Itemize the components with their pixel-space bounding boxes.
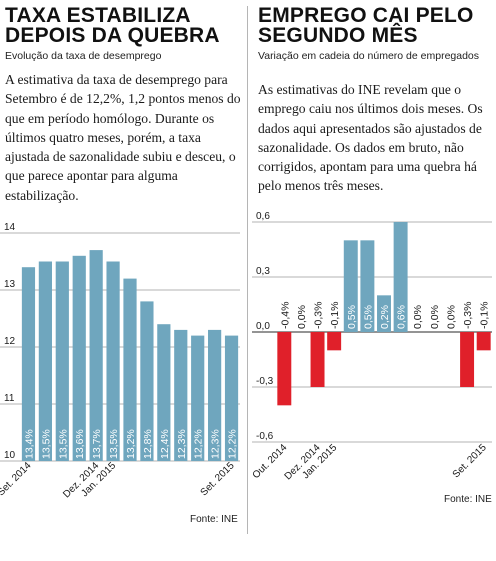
bar-value-label: 0,6% (396, 305, 408, 329)
bar-negative (476, 332, 491, 351)
bar-value-label: 13,7% (91, 429, 103, 459)
bar (123, 278, 137, 461)
bar (89, 250, 103, 461)
bar-positive (360, 240, 375, 332)
bar (157, 324, 171, 461)
bar (72, 255, 86, 461)
bar-value-label: 0,5% (346, 305, 358, 329)
y-tick-label: 12 (4, 336, 16, 347)
bar-value-label: 13,4% (23, 429, 35, 459)
y-tick-label: 14 (4, 222, 16, 233)
bar-value-label: 12,3% (176, 429, 188, 459)
bar-value-label: 12,3% (210, 429, 222, 459)
unemployment-subtitle: Evolução da taxa de desemprego (5, 50, 162, 62)
bar-positive (393, 222, 408, 332)
y-tick-label: 0,6 (256, 211, 270, 222)
bar (191, 335, 205, 461)
bar (140, 301, 154, 461)
y-tick-label: 10 (4, 450, 16, 461)
y-tick-label: -0,3 (256, 376, 274, 387)
y-tick-label: 0,3 (256, 266, 270, 277)
bar-value-label: 13,5% (40, 429, 52, 459)
bar-negative (460, 332, 475, 387)
unemployment-panel: TAXA ESTABILIZA DEPOIS DA QUEBRA Evoluçã… (0, 0, 244, 561)
bar-value-label: 13,2% (125, 429, 137, 459)
bar-value-label: 0,0% (429, 305, 441, 329)
unemployment-title: TAXA ESTABILIZA DEPOIS DA QUEBRA (5, 4, 243, 47)
employment-subtitle: Variação em cadeia do número de empregad… (258, 50, 480, 62)
bar-value-label: -0,1% (329, 302, 341, 329)
bar-positive (377, 295, 391, 332)
y-tick-label: 0,0 (256, 321, 270, 332)
employment-title-line-1: EMPREGO CAI PELO (258, 4, 474, 27)
bar-value-label: 12,4% (159, 429, 171, 459)
bar-value-label: 12,2% (227, 429, 239, 459)
bar-value-label: 0,5% (362, 305, 374, 329)
y-tick-label: -0,6 (256, 431, 274, 442)
unemployment-title-line-2: DEPOIS DA QUEBRA (5, 24, 220, 47)
bar (38, 261, 52, 461)
employment-body-text: As estimativas do INE revelam que o empr… (258, 82, 483, 194)
bar-value-label: 0,0% (412, 305, 424, 329)
y-tick-label: 13 (4, 279, 16, 290)
panel-divider (247, 6, 248, 534)
bar-value-label: 0,0% (296, 305, 308, 329)
bar-positive (343, 240, 358, 332)
y-tick-label: 11 (4, 393, 15, 404)
bar-value-label: -0,3% (462, 302, 474, 329)
bar (55, 261, 69, 461)
bar (224, 335, 239, 461)
bar (174, 329, 188, 461)
bar-negative (277, 332, 292, 406)
bar-value-label: -0,4% (279, 302, 291, 329)
bar (106, 261, 120, 461)
bar-value-label: 13,6% (74, 429, 86, 459)
bar-value-label: 13,5% (57, 429, 69, 459)
x-tick-label: Set. 2014 (0, 460, 34, 498)
x-tick-label: Set. 2015 (199, 460, 237, 498)
employment-title-line-2: SEGUNDO MÊS (258, 24, 418, 47)
bar-value-label: 0,0% (445, 305, 457, 329)
employment-panel: EMPREGO CAI PELO SEGUNDO MÊS Variação em… (252, 0, 496, 561)
employment-title: EMPREGO CAI PELO SEGUNDO MÊS (258, 4, 496, 47)
bar-value-label: -0,1% (479, 302, 491, 329)
bar-value-label: 12,2% (193, 429, 205, 459)
unemployment-rate-chart: 10 11 12 13 14 13,4% 13,5% 13,5% 13,6% 13,7% 13,5%… (0, 222, 240, 500)
bar-value-label: -0,3% (313, 302, 325, 329)
bar-value-label: 13,5% (108, 429, 120, 459)
bar (21, 267, 36, 461)
bar-value-label: 12,8% (142, 429, 154, 459)
employment-source: Fonte: INE (444, 494, 492, 505)
x-tick-label: Set. 2015 (451, 442, 489, 480)
unemployment-body-text: A estimativa da taxa de desemprego para … (5, 72, 241, 203)
bar-negative (310, 332, 325, 387)
unemployment-title-line-1: TAXA ESTABILIZA (5, 4, 191, 27)
bar (208, 329, 222, 461)
bar-value-label: 0,2% (379, 305, 391, 329)
employment-change-chart: -0,6 -0,3 0,0 0,3 0,6 -0,4% 0,0% -0,3% -0,1% 0,5%… (252, 211, 492, 482)
bar-negative (327, 332, 342, 351)
unemployment-source: Fonte: INE (190, 514, 238, 525)
